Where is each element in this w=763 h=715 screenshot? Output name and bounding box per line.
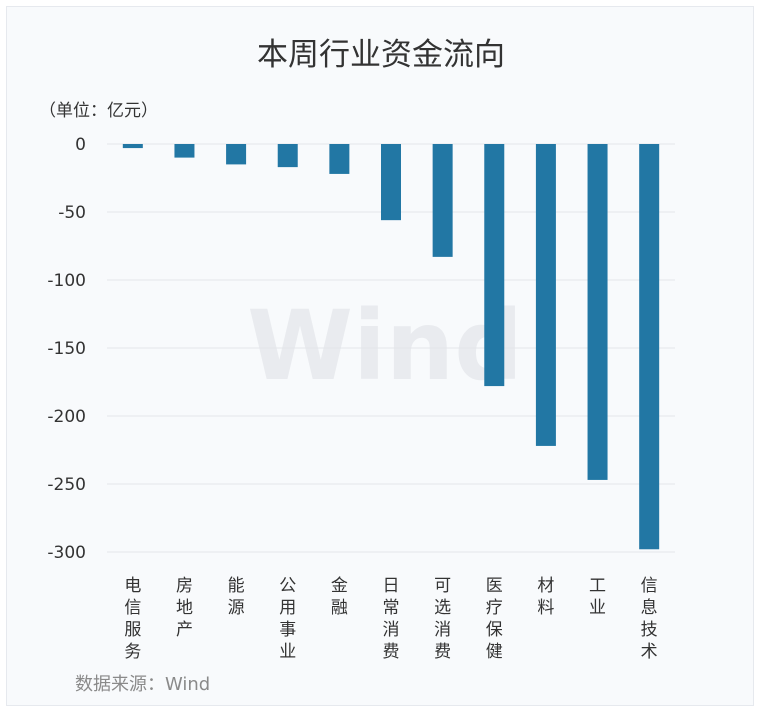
bar	[484, 144, 505, 387]
bar	[226, 144, 247, 165]
x-category-label: 金融	[331, 576, 348, 618]
y-tick-label: -200	[47, 407, 86, 427]
bar	[587, 144, 608, 480]
bars	[122, 144, 660, 550]
gridlines	[107, 143, 675, 553]
watermark: Wind	[247, 290, 523, 402]
x-category-label: 医疗保健	[486, 576, 503, 662]
y-tick-label: -100	[47, 271, 86, 291]
y-tick-label: -150	[47, 339, 86, 359]
x-category-label: 房地产	[176, 576, 193, 640]
y-tick-label: 0	[75, 135, 86, 155]
x-category-label: 材料	[537, 576, 554, 618]
bar	[122, 144, 143, 149]
x-category-label: 电信服务	[124, 576, 141, 662]
chart-card: Wind 本周行业资金流向 （单位：亿元） 0 -50 -100 -150 -200 -2…	[6, 6, 754, 706]
bar	[432, 144, 453, 257]
x-category-label: 日常消费	[383, 576, 400, 662]
bar	[277, 144, 298, 168]
x-category-label: 公用事业	[279, 576, 296, 662]
bar	[174, 144, 195, 158]
bar	[329, 144, 350, 174]
source-note: 数据来源：Wind	[75, 674, 210, 695]
bar	[381, 144, 401, 221]
x-category-label: 信息技术	[641, 576, 658, 662]
bar-chart: Wind 本周行业资金流向 （单位：亿元） 0 -50 -100 -150 -200 -2…	[39, 37, 675, 695]
unit-label: （单位：亿元）	[39, 101, 158, 121]
x-category-label: 可选消费	[434, 576, 451, 662]
bar	[639, 144, 660, 550]
bar	[535, 144, 556, 446]
x-category-label: 工业	[589, 576, 606, 618]
chart-title: 本周行业资金流向	[257, 37, 505, 73]
y-tick-label: -50	[58, 203, 86, 223]
x-category-label: 能源	[228, 576, 245, 618]
y-tick-label: -300	[47, 543, 86, 563]
y-axis-ticks: 0 -50 -100 -150 -200 -250 -300	[47, 135, 86, 563]
y-tick-label: -250	[47, 475, 86, 495]
